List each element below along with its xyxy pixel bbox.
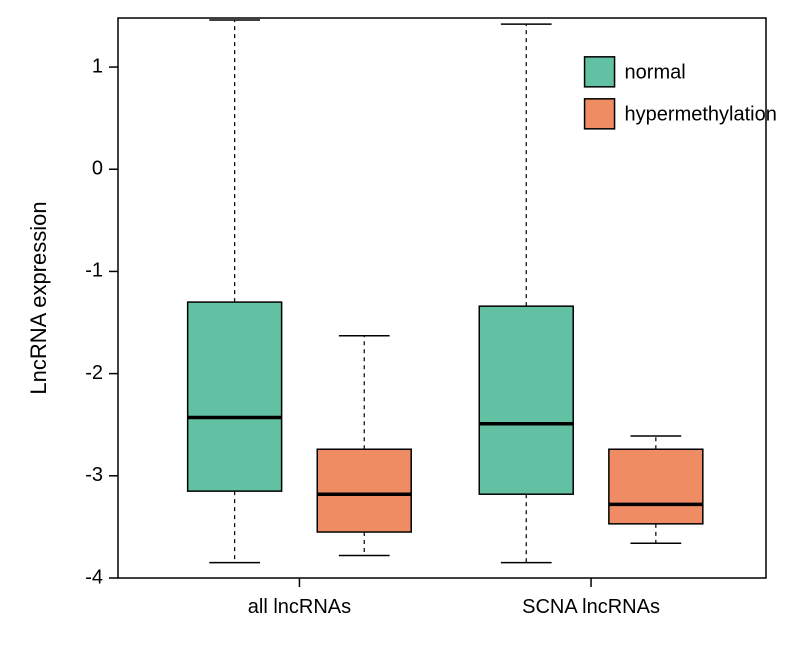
x-tick-label: SCNA lncRNAs bbox=[522, 596, 660, 618]
chart-svg: -4 -3 -2 -1 0 1 LncRNA expression all lncRNAs SC… bbox=[0, 0, 791, 664]
y-tick-label: -1 bbox=[85, 260, 103, 282]
legend-swatch bbox=[585, 99, 615, 129]
y-tick-label: -4 bbox=[85, 566, 103, 588]
y-tick-label: 1 bbox=[92, 55, 103, 77]
y-axis-title: LncRNA expression bbox=[26, 201, 51, 394]
box bbox=[479, 306, 573, 494]
box bbox=[317, 449, 411, 532]
box bbox=[188, 302, 282, 491]
x-tick-label: all lncRNAs bbox=[248, 596, 351, 618]
legend-swatch bbox=[585, 57, 615, 87]
boxplot-chart: -4 -3 -2 -1 0 1 LncRNA expression all lncRNAs SC… bbox=[0, 0, 791, 664]
legend-label: normal bbox=[625, 61, 686, 83]
y-tick-label: -3 bbox=[85, 464, 103, 486]
y-tick-label: -2 bbox=[85, 362, 103, 384]
y-tick-label: 0 bbox=[92, 158, 103, 180]
legend-label: hypermethylation bbox=[625, 103, 777, 125]
box bbox=[609, 449, 703, 524]
